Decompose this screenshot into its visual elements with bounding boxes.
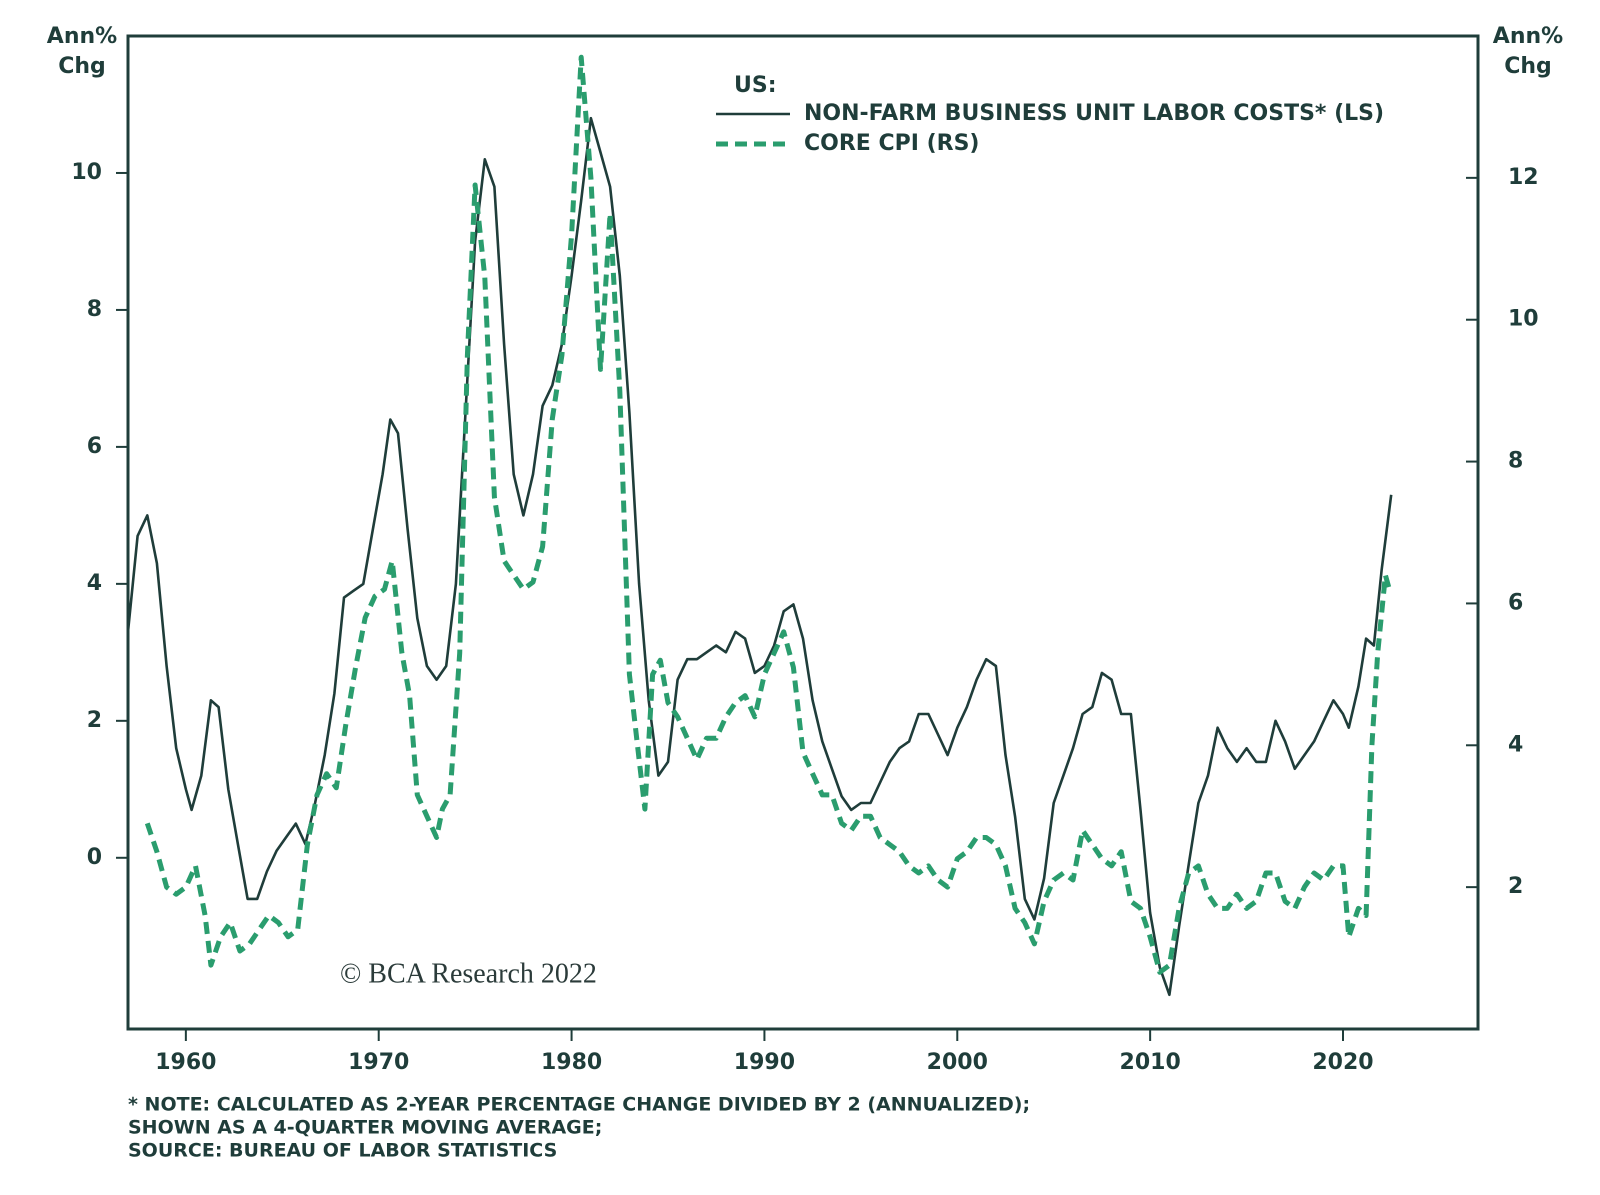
y2-axis-label: Chg xyxy=(1504,54,1552,79)
series-line xyxy=(126,116,1393,997)
y-tick-label: 6 xyxy=(87,434,102,459)
y2-tick-label: 2 xyxy=(1508,874,1523,899)
y2-tick-label: 12 xyxy=(1508,165,1539,190)
x-tick-label: 1990 xyxy=(734,1050,795,1075)
y-tick-label: 10 xyxy=(71,160,102,185)
y-axis-label: Ann% xyxy=(47,24,117,49)
y2-tick-label: 4 xyxy=(1508,732,1523,757)
note: SHOWN AS A 4-QUARTER MOVING AVERAGE; xyxy=(128,1117,602,1139)
note: * NOTE: CALCULATED AS 2-YEAR PERCENTAGE … xyxy=(128,1094,1030,1116)
x-tick-label: 2010 xyxy=(1120,1050,1181,1075)
legend-label: CORE CPI (RS) xyxy=(804,131,979,156)
watermark: © BCA Research 2022 xyxy=(340,958,597,989)
legend-label: NON-FARM BUSINESS UNIT LABOR COSTS* (LS) xyxy=(804,101,1384,126)
y-tick-label: 0 xyxy=(87,845,102,870)
x-tick-label: 1970 xyxy=(348,1050,409,1075)
y-tick-label: 8 xyxy=(87,297,102,322)
y-axis-label: Chg xyxy=(58,54,106,79)
plot-frame xyxy=(126,34,1480,1031)
note: SOURCE: BUREAU OF LABOR STATISTICS xyxy=(128,1140,557,1162)
x-tick-label: 2020 xyxy=(1312,1050,1373,1075)
y2-tick-label: 8 xyxy=(1508,449,1523,474)
y-tick-label: 2 xyxy=(87,708,102,733)
x-tick-label: 1980 xyxy=(541,1050,602,1075)
series-line xyxy=(144,54,1392,975)
y2-tick-label: 6 xyxy=(1508,590,1523,615)
x-tick-label: 1960 xyxy=(155,1050,216,1075)
x-tick-label: 2000 xyxy=(927,1050,988,1075)
y2-axis-label: Ann% xyxy=(1493,24,1563,49)
y2-tick-label: 10 xyxy=(1508,307,1539,332)
y-tick-label: 4 xyxy=(87,571,102,596)
legend-title: US: xyxy=(734,73,777,98)
